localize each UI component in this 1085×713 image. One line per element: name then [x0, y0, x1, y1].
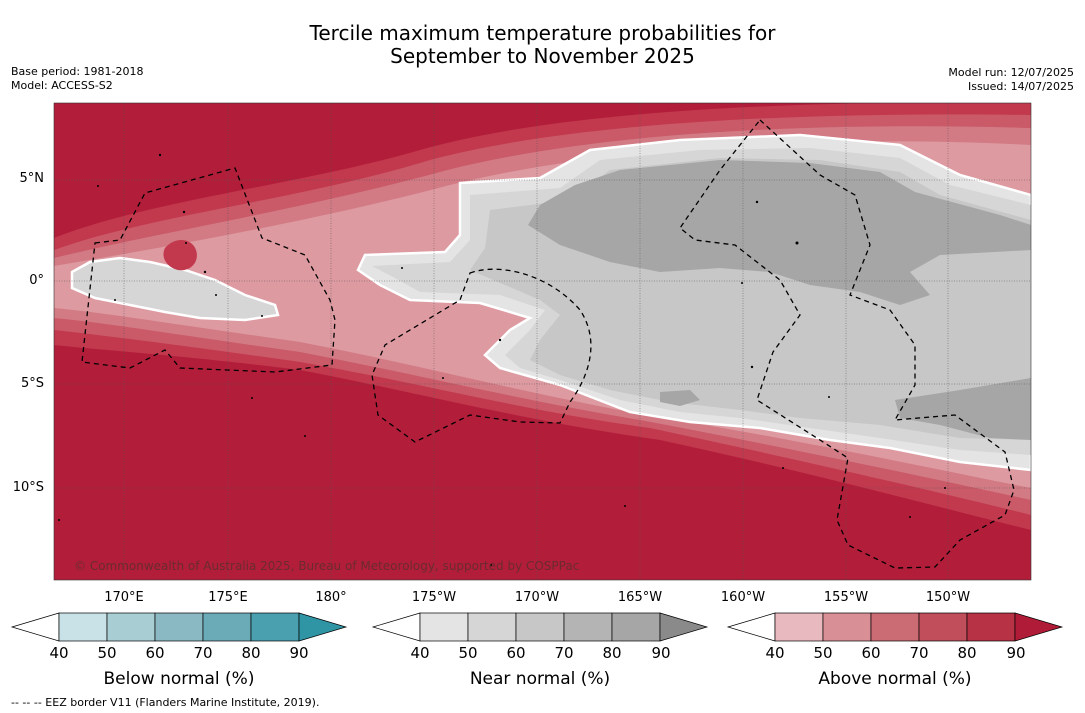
below-colorbar-min-extension [10, 612, 60, 642]
lon-label-170e: 170°E [104, 590, 144, 605]
lon-label-170w: 170°W [514, 590, 560, 605]
base-period: Base period: 1981-2018 [11, 65, 144, 78]
near-tick: 70 [554, 644, 574, 662]
near-colorbar-segment [563, 612, 613, 642]
title-line-2: September to November 2025 [390, 44, 695, 68]
below-colorbar-segment [154, 612, 204, 642]
near-colorbar-segment [515, 612, 565, 642]
above-colorbar-segment [918, 612, 968, 642]
below-colorbar-segment [250, 612, 300, 642]
above-tick: 40 [765, 644, 785, 662]
map-frame [53, 102, 1032, 581]
title-line-1: Tercile maximum temperature probabilitie… [309, 21, 776, 45]
map-field [54, 103, 1031, 580]
below-tick: 70 [193, 644, 213, 662]
above-colorbar-min-extension [726, 612, 776, 642]
copyright-notice: © Commonwealth of Australia 2025, Bureau… [74, 559, 580, 573]
model-run: Model run: 12/07/2025 [948, 66, 1074, 79]
islands [58, 153, 946, 567]
meta-right: Model run: 12/07/2025 Issued: 14/07/2025 [948, 66, 1074, 94]
above-tick: 90 [1006, 644, 1026, 662]
below-colorbar-segment [106, 612, 156, 642]
west-above-blob [163, 239, 197, 271]
near-colorbar-max-extension [659, 612, 709, 642]
below-colorbar-segment [202, 612, 252, 642]
lon-label-160w: 160°W [720, 590, 766, 605]
below-tick: 80 [241, 644, 261, 662]
lon-label-175e: 175°E [208, 590, 248, 605]
near-tick: 90 [651, 644, 671, 662]
near-tick: 60 [506, 644, 526, 662]
eez-borders [81, 119, 1015, 569]
meta-left: Base period: 1981-2018 Model: ACCESS-S2 [11, 65, 143, 93]
lon-label-180: 180° [315, 590, 347, 605]
lon-label-155w: 155°W [823, 590, 869, 605]
west-near-region [70, 256, 280, 322]
near-70-south-region [895, 378, 1031, 440]
colorbar-below-title: Below normal (%) [103, 669, 255, 689]
near-colorbar-segment [611, 612, 661, 642]
lat-label-10s: 10°S [12, 480, 44, 495]
colorbar-above-title: Above normal (%) [818, 669, 972, 689]
near-tick: 40 [410, 644, 430, 662]
above-colorbar-segment [774, 612, 824, 642]
colorbar-graphics [10, 612, 1064, 642]
lat-label-0: 0° [29, 273, 44, 288]
below-tick: 40 [49, 644, 69, 662]
below-tick: 60 [145, 644, 165, 662]
below-tick: 50 [97, 644, 117, 662]
near-colorbar-min-extension [371, 612, 421, 642]
above-colorbar-segment [822, 612, 872, 642]
near-70-small-patch [660, 390, 700, 406]
eez-tuvalu-kiribati-west [81, 167, 336, 373]
eez-line-islands [679, 119, 1015, 569]
lon-label-150w: 150°W [925, 590, 971, 605]
near-colorbar-segment [419, 612, 469, 642]
below-colorbar-max-extension [298, 612, 348, 642]
above-colorbar-segment [966, 612, 1016, 642]
model-name: Model: ACCESS-S2 [11, 79, 113, 92]
above-tick: 60 [861, 644, 881, 662]
above-tick: 50 [813, 644, 833, 662]
near-70-region [528, 160, 1031, 305]
above-tick: 80 [957, 644, 977, 662]
above-tick: 70 [909, 644, 929, 662]
chart-title: Tercile maximum temperature probabilitie… [0, 22, 1085, 68]
eez-phoenix [371, 268, 592, 443]
lon-label-165w: 165°W [617, 590, 663, 605]
colorbar-near-title: Near normal (%) [469, 669, 611, 689]
above-colorbar-segment [870, 612, 920, 642]
lat-label-5s: 5°S [20, 376, 44, 391]
lon-label-175w: 175°W [411, 590, 457, 605]
near-tick: 50 [458, 644, 478, 662]
eez-legend-footnote: -- -- -- EEZ border V11 (Flanders Marine… [11, 696, 320, 709]
above-colorbar-max-extension [1014, 612, 1064, 642]
below-tick: 90 [289, 644, 309, 662]
lat-label-5n: 5°N [19, 171, 45, 186]
below-colorbar-segment [58, 612, 108, 642]
near-tick: 80 [602, 644, 622, 662]
issued-date: Issued: 14/07/2025 [967, 80, 1074, 93]
near-colorbar-segment [467, 612, 517, 642]
